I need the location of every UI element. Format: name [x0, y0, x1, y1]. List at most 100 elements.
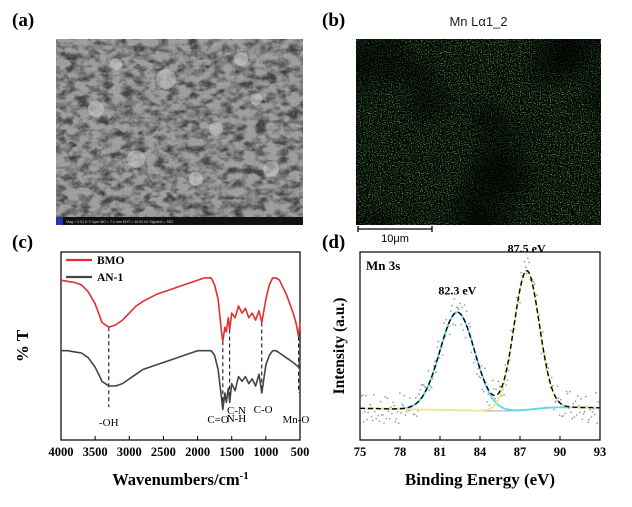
xps-data-point: [436, 346, 439, 348]
xps-data-point: [377, 414, 380, 417]
xps-data-point: [430, 386, 433, 389]
xps-data-point: [565, 390, 568, 393]
ftir-x-tick-label: 4000: [49, 445, 74, 459]
xps-data-point: [469, 325, 471, 328]
xps-data-point: [596, 422, 598, 424]
xps-data-point: [427, 370, 430, 372]
xps-data-point: [583, 410, 586, 413]
xps-data-point: [403, 394, 406, 397]
panel-label-b: (b): [322, 10, 346, 31]
ftir-series-an-1: [61, 349, 301, 411]
xps-data-point: [486, 401, 488, 403]
xps-data-point: [536, 294, 538, 297]
xps-data-point: [443, 322, 445, 324]
xps-data-point: [388, 417, 391, 420]
xps-data-point: [372, 394, 375, 396]
xps-data-point: [361, 394, 364, 397]
xps-data-point: [482, 390, 485, 393]
xps-x-tick-label: 78: [394, 445, 407, 459]
xps-data-point: [488, 404, 491, 406]
xps-x-tick-label: 87: [514, 445, 527, 459]
xps-data-point: [497, 380, 500, 383]
xps-data-point: [597, 400, 600, 403]
xps-data-point: [408, 409, 410, 412]
panel-label-d: (d): [322, 232, 346, 253]
xps-data-point: [418, 393, 420, 395]
xps-data-point: [559, 398, 562, 401]
xps-data-point: [507, 369, 510, 372]
xps-y-axis-label: Intensity (a.u.): [331, 298, 348, 395]
xps-data-point: [491, 379, 494, 382]
xps-data-point: [557, 397, 560, 399]
xps-data-point: [494, 397, 496, 400]
xps-data-point: [366, 418, 368, 421]
sem-micrograph: Mag = 5.01 K X 2μm WD = 7.1 mm EHT = 10.…: [56, 39, 303, 225]
ftir-legend-label: BMO: [97, 255, 125, 267]
xps-data-point: [504, 364, 507, 366]
xps-data-point: [456, 306, 459, 309]
xps-data-point: [453, 297, 456, 300]
xps-x-tick-label: 90: [554, 445, 567, 459]
xps-data-point: [562, 415, 564, 417]
xps-data-point: [569, 390, 571, 393]
xps-panel-title: Mn 3s: [366, 258, 400, 273]
xps-data-point: [506, 379, 509, 381]
xps-data-point: [391, 412, 393, 415]
xps-data-point: [515, 296, 518, 299]
xps-data-point: [571, 417, 573, 420]
sem-footer: Mag = 5.01 K X 2μm WD = 7.1 mm EHT = 10.…: [66, 220, 173, 224]
ftir-plot-frame: [60, 251, 301, 441]
xps-data-point: [505, 384, 508, 386]
xps-data-point: [590, 416, 593, 418]
xps-data-point: [428, 389, 431, 392]
xps-data-point: [473, 358, 476, 361]
ftir-band-label: C-N: [227, 405, 246, 417]
ftir-legend-label: AN-1: [97, 272, 123, 284]
xps-data-point: [584, 395, 587, 398]
ftir-x-tick-label: 2000: [185, 445, 210, 459]
xps-data-point: [422, 384, 425, 386]
xps-data-point: [369, 403, 372, 406]
xps-data-point: [477, 367, 479, 370]
xps-data-point: [416, 415, 418, 417]
xps-data-point: [481, 388, 484, 391]
xps-data-point: [394, 420, 397, 423]
xps-data-point: [365, 394, 367, 397]
ftir-band-label: Mn-O: [282, 414, 309, 426]
xps-data-point: [589, 408, 592, 411]
xps-data-point: [378, 420, 381, 422]
ftir-band-label: -OH: [99, 417, 119, 429]
eds-map-title: Mn Lα1_2: [449, 14, 508, 29]
xps-data-point: [374, 411, 376, 413]
ftir-x-tick-label: 500: [291, 445, 310, 459]
xps-data-point: [371, 419, 374, 422]
xps-peak2-curve: [360, 269, 600, 412]
xps-data-point: [399, 392, 401, 394]
xps-data-point: [581, 418, 584, 420]
xps-data-point: [395, 418, 398, 420]
xps-data-point: [472, 362, 475, 364]
xps-data-point: [445, 318, 448, 321]
xps-data-point: [457, 308, 460, 311]
xps-data-point: [532, 280, 535, 283]
xps-data-point: [382, 414, 384, 416]
xps-data-point: [414, 397, 417, 399]
eds-mn-map: [356, 39, 601, 225]
xps-data-point: [576, 395, 579, 397]
xps-data-point: [400, 412, 402, 414]
xps-data-point: [454, 324, 457, 327]
xps-x-tick-label: 84: [474, 445, 487, 459]
xps-data-point: [459, 302, 461, 305]
ftir-band-label: C=O: [207, 414, 229, 426]
xps-data-point: [570, 411, 572, 413]
xps-data-point: [396, 411, 399, 413]
xps-data-point: [523, 260, 526, 263]
ftir-x-tick-label: 1000: [253, 445, 278, 459]
xps-data-point: [553, 408, 555, 411]
xps-data-point: [409, 397, 411, 399]
xps-data-point: [429, 385, 432, 388]
xps-data-point: [593, 413, 596, 416]
xps-data-point: [468, 322, 470, 325]
xps-data-point: [476, 373, 478, 375]
xps-data-point: [451, 304, 453, 307]
